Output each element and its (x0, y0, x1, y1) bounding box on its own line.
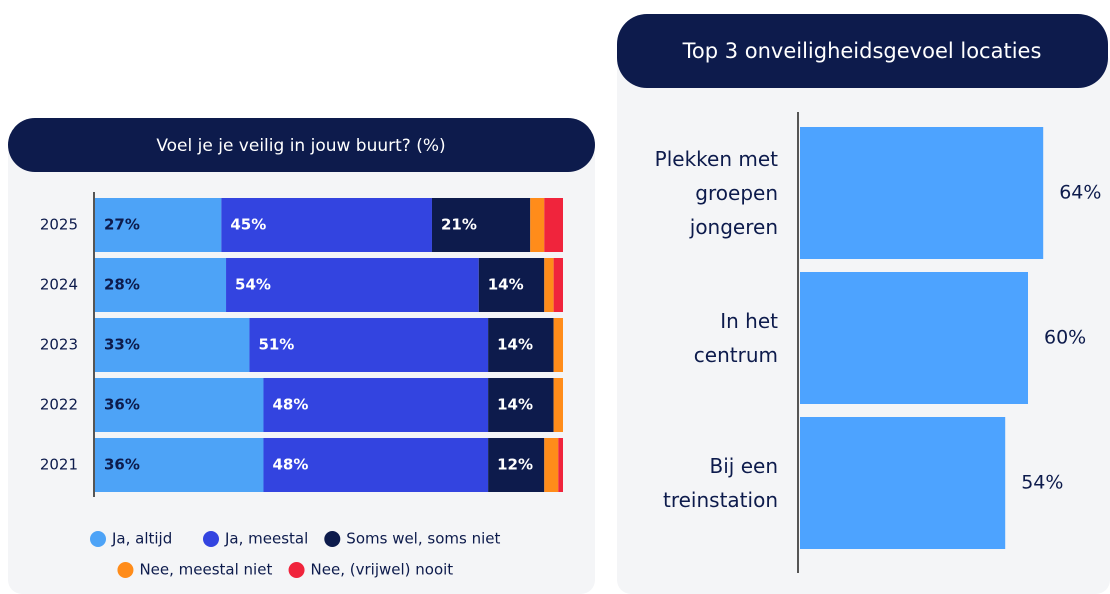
bar-segment (488, 438, 545, 492)
value-label: 14% (497, 396, 533, 414)
bar-segment (95, 378, 264, 432)
y-tick-label: 2022 (40, 396, 78, 414)
bar-segment (530, 198, 545, 252)
chart-title: Top 3 onveiligheidsgevoel locaties (682, 39, 1042, 63)
value-label: 12% (497, 456, 533, 474)
value-label: 54% (1021, 472, 1063, 494)
y-tick-label: 2021 (40, 456, 78, 474)
right-title-pill (617, 14, 1108, 88)
legend-swatch (117, 562, 134, 578)
bar-segment (95, 198, 222, 252)
value-label: 36% (104, 396, 140, 414)
bar-segment (558, 438, 563, 492)
bar-segment (488, 318, 554, 372)
value-label: 60% (1044, 327, 1086, 349)
value-label: 14% (497, 336, 533, 354)
bar-segment (221, 198, 432, 252)
left-title-pill (8, 118, 595, 172)
y-tick-label: 2025 (40, 216, 78, 234)
legend-swatch (288, 562, 305, 578)
chart-title: Voel je je veilig in jouw buurt? (%) (156, 136, 445, 156)
bar-segment (431, 198, 531, 252)
legend-swatch (203, 531, 219, 547)
bar-segment (544, 258, 554, 312)
bar-segment (488, 378, 554, 432)
value-label: 27% (104, 216, 140, 234)
value-label: 54% (235, 276, 271, 294)
legend-label: Nee, meestal niet (139, 561, 272, 579)
bar-segment (544, 198, 563, 252)
bar-segment (553, 258, 563, 312)
bar-segment (95, 318, 250, 372)
bar-segment (249, 318, 489, 372)
y-tick-label: 2023 (40, 336, 78, 354)
value-label: 64% (1059, 182, 1101, 204)
legend-swatch (90, 531, 106, 547)
value-label: 33% (104, 336, 140, 354)
value-label: 28% (104, 276, 140, 294)
bar-segment (95, 438, 264, 492)
bar (800, 272, 1028, 404)
legend-swatch (324, 531, 341, 547)
value-label: 48% (272, 396, 308, 414)
bar-segment (478, 258, 545, 312)
value-label: 48% (272, 456, 308, 474)
category-label: Plekken met groepen jongeren (654, 147, 778, 239)
bar-segment (226, 258, 479, 312)
category-label: In het centrum (693, 309, 778, 367)
legend-label: Soms wel, soms niet (346, 530, 500, 548)
value-label: 45% (230, 216, 266, 234)
y-tick-label: 2024 (40, 276, 78, 294)
value-label: 14% (488, 276, 524, 294)
bar-segment (263, 378, 489, 432)
bar-segment (544, 438, 559, 492)
bar-segment (95, 258, 227, 312)
legend-label: Nee, (vrijwel) nooit (311, 561, 454, 579)
bar (800, 127, 1044, 259)
bar (800, 417, 1006, 549)
bar-segment (553, 318, 563, 372)
bar-segment (263, 438, 489, 492)
bar-segment (553, 378, 563, 432)
value-label: 36% (104, 456, 140, 474)
category-label: Bij een treinstation (663, 454, 778, 512)
value-label: 21% (441, 216, 477, 234)
legend-label: Ja, meestal (224, 530, 308, 548)
value-label: 51% (258, 336, 294, 354)
legend-label: Ja, altijd (111, 530, 172, 548)
